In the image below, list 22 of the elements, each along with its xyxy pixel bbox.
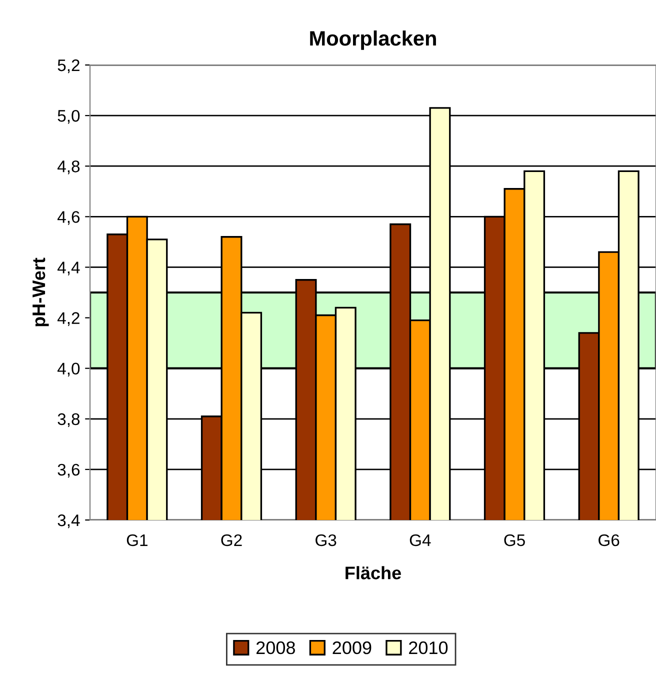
x-tick-label: G4	[410, 534, 431, 546]
legend-label: 2009	[332, 641, 372, 654]
y-tick-label: 4,2	[57, 312, 80, 326]
y-tick-label: 3,6	[58, 464, 80, 478]
y-tick-label: 3,4	[58, 514, 80, 528]
y-tick-label: 5,2	[58, 59, 80, 74]
y-tick-label: 3,8	[58, 413, 80, 428]
y-tick-label: 4,6	[57, 211, 80, 225]
x-tick-label: G6	[598, 534, 620, 546]
x-tick-label: G2	[221, 534, 242, 546]
x-tick-label: G5	[504, 534, 525, 546]
y-tick-label: 4,0	[57, 362, 80, 377]
legend-label: 2008	[256, 641, 295, 654]
x-axis-title: Fläche	[346, 566, 401, 580]
legend-label: 2010	[409, 641, 448, 654]
y-tick-label: 4,4	[57, 262, 80, 276]
x-tick-label: G3	[316, 534, 336, 546]
y-tick-label: 5,0	[58, 110, 80, 124]
y-tick-label: 4,8	[57, 160, 80, 174]
chart-title: Moorplacken	[310, 30, 436, 50]
x-tick-label: G1	[126, 534, 148, 546]
y-axis-title: pH-Wert	[32, 258, 49, 326]
